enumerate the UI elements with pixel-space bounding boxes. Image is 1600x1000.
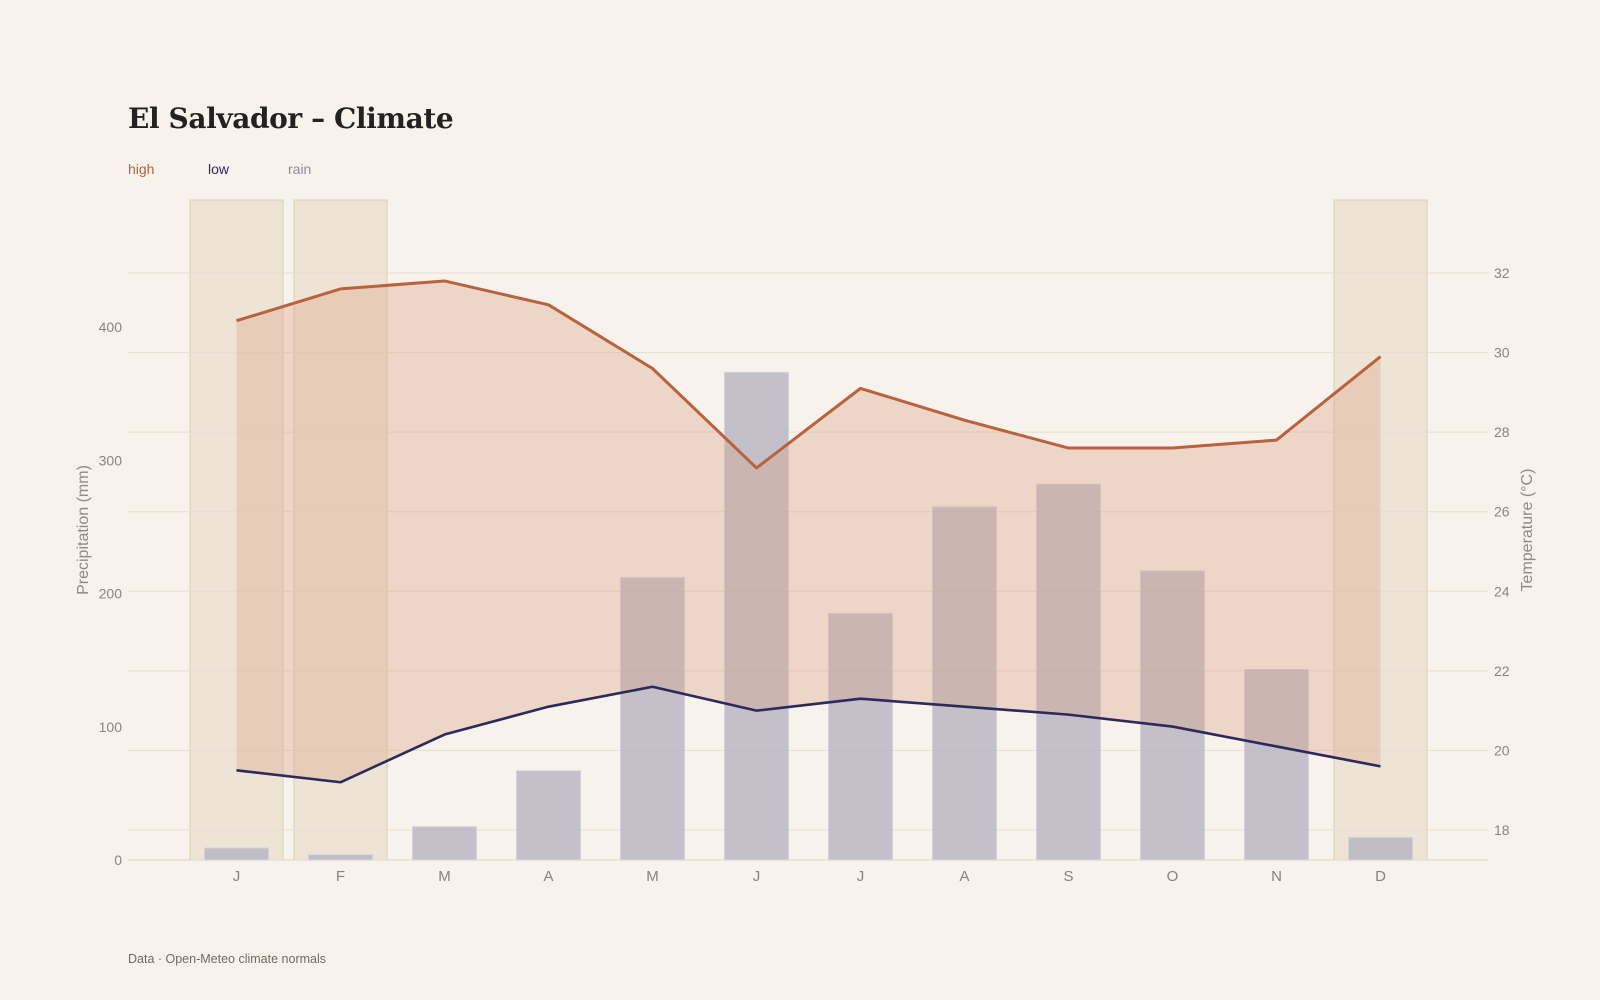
legend-high: high [128,161,155,177]
y-left-tick-300: 300 [99,452,123,468]
x-tick-label-11: D [1375,868,1386,885]
y-left-tick-100: 100 [99,719,123,735]
y-axis-left-title: Precipitation (mm) [75,465,92,595]
rain-bar-9 [1140,570,1205,861]
y-left-tick-0: 0 [114,852,122,868]
rain-bar-0 [204,847,269,861]
axes: J F M A M J J A S O N D 0 100 200 300 400 18 20 22 24 26 28 30 3… [99,265,1510,885]
y-right-tick-20: 20 [1494,742,1510,758]
rain-bar-7 [932,506,997,861]
x-tick-label-9: O [1167,868,1179,885]
y-right-tick-30: 30 [1494,345,1510,361]
rain-bar-8 [1036,483,1101,861]
x-tick-label-1: F [336,868,345,885]
y-left-tick-400: 400 [99,319,123,335]
rain-bar-6 [828,612,893,861]
x-tick-label-4: M [646,868,659,885]
x-tick-label-2: M [438,868,451,885]
data-source: Data · Open-Meteo climate normals [128,952,326,966]
y-right-tick-28: 28 [1494,424,1510,440]
rain-bar-10 [1244,668,1309,861]
legend-low: low [208,161,230,177]
y-right-tick-22: 22 [1494,663,1510,679]
x-tick-label-0: J [233,868,241,885]
y-right-tick-26: 26 [1494,504,1510,520]
x-tick-label-10: N [1271,868,1282,885]
rain-bar-4 [620,577,685,861]
legend-rain: rain [288,161,312,177]
x-tick-label-7: A [959,868,969,885]
x-tick-label-5: J [753,868,761,885]
x-tick-label-6: J [857,868,865,885]
high-low-band [236,280,1381,783]
rain-bars [204,371,1413,861]
x-tick-label-3: A [543,868,553,885]
rain-bar-5 [724,371,789,861]
rain-bar-1 [308,854,373,861]
rain-bar-2 [412,826,477,861]
y-axis-right-title: Temperature (°C) [1519,469,1536,592]
legend: high low rain [128,161,368,177]
y-right-tick-32: 32 [1494,265,1510,281]
temperature-lines [236,279,1382,784]
chart-title: El Salvador – Climate [128,102,454,135]
high-line [236,279,1382,470]
temperature-band [236,280,1381,783]
x-tick-label-8: S [1063,868,1073,885]
y-right-tick-24: 24 [1494,583,1510,599]
rain-bar-3 [516,770,581,861]
rain-bar-11 [1348,836,1413,861]
low-line [236,685,1381,784]
y-left-tick-200: 200 [99,586,123,602]
y-right-tick-18: 18 [1494,822,1510,838]
